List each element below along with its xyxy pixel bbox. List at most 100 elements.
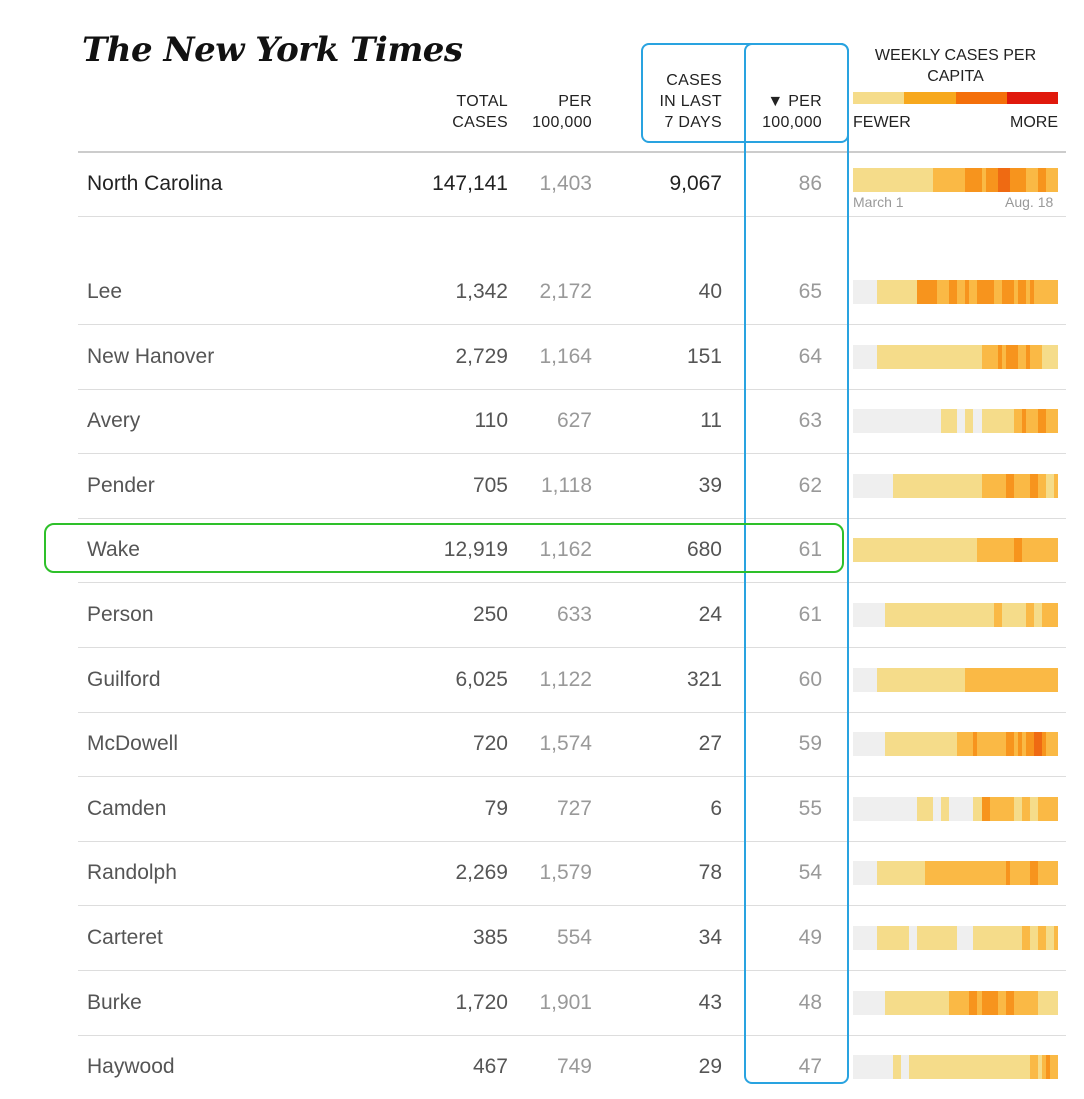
sparkline-week [977,474,982,498]
sparkline-week [881,926,886,950]
sparkline-week [957,603,962,627]
table-row[interactable]: Burke 1,720 1,901 43 48 [78,971,1066,1035]
row-divider [78,776,1066,777]
nyt-logo: The New York Times [82,30,463,70]
sparkline-week [973,409,978,433]
sparkline-week [985,538,990,562]
sparkline-week [1025,991,1030,1015]
sparkline-week [1041,1055,1046,1079]
header-per-100k-7-days-sorted[interactable]: ▼ PER 100,000 [762,93,822,131]
sparkline-week [901,168,906,192]
sparkline-week [965,409,970,433]
sparkline-week [1025,732,1030,756]
header-cases-last-7-days[interactable]: CASES IN LAST 7 DAYS [659,72,722,131]
sparkline-week [1049,603,1054,627]
sparkline-week [985,474,990,498]
sparkline-week [885,1055,890,1079]
sparkline-week [933,668,938,692]
sparkline-week [869,280,874,304]
sparkline-week [857,861,862,885]
table-row[interactable]: Haywood 467 749 29 47 [78,1035,1066,1099]
sparkline-week [905,409,910,433]
sparkline-week [1053,732,1058,756]
sparkline-week [977,168,982,192]
sparkline-week [961,168,966,192]
sparkline-week [917,280,922,304]
table-row[interactable]: Randolph 2,269 1,579 78 54 [78,841,1066,905]
table-row[interactable]: Guilford 6,025 1,122 321 60 [78,648,1066,712]
county-per-100k-7: 49 [798,926,822,949]
sparkline-week [981,409,986,433]
sparkline-week [909,797,914,821]
sparkline-week [861,168,866,192]
sparkline-week [1037,168,1042,192]
table-row[interactable]: Camden 79 727 6 55 [78,777,1066,841]
sparkline-week [933,797,938,821]
legend-color-scale [853,92,1058,104]
sparkline-week [973,668,978,692]
table-row[interactable]: Pender 705 1,118 39 62 [78,454,1066,518]
table-row[interactable]: Wake 12,919 1,162 680 61 [78,518,1066,582]
sparkline-week [973,991,978,1015]
county-per-100k: 1,579 [539,861,592,884]
table-row[interactable]: Carteret 385 554 34 49 [78,906,1066,970]
sparkline-week [925,474,930,498]
sparkline-week [937,991,942,1015]
sparkline-week [885,345,890,369]
county-per-100k: 554 [556,926,592,949]
sparkline-week [857,474,862,498]
sparkline-week [897,168,902,192]
row-divider [78,712,1066,713]
county-cases-last-7: 321 [686,668,722,691]
county-name: Haywood [87,1055,175,1078]
table-row[interactable]: Avery 110 627 11 63 [78,389,1066,453]
sparkline-week [981,797,986,821]
sparkline-week [921,280,926,304]
sparkline-week [981,732,986,756]
legend-title: WEEKLY CASES PER CAPITA [874,47,1037,85]
sparkline-week [925,538,930,562]
table-row[interactable]: McDowell 720 1,574 27 59 [78,712,1066,776]
legend-fewer-label: FEWER [853,114,911,131]
table-row[interactable]: Lee 1,342 2,172 40 65 [78,260,1066,324]
header-per-100k[interactable]: PER 100,000 [532,93,592,131]
sparkline-week [1009,797,1014,821]
sparkline-week [1037,991,1042,1015]
sparkline-week [873,926,878,950]
county-per-100k: 1,162 [539,538,592,561]
header-total-cases[interactable]: TOTAL CASES [452,93,508,131]
sparkline-week [989,474,994,498]
sparkline-week [977,797,982,821]
sparkline-week [1045,168,1050,192]
sparkline-week [997,668,1002,692]
sparkline-week [1029,280,1034,304]
sparkline-week [1009,603,1014,627]
sparkline-week [1037,603,1042,627]
sparkline-week [989,991,994,1015]
sparkline-week [873,168,878,192]
sparkline-week [989,797,994,821]
sparkline-week [881,668,886,692]
sparkline-week [901,668,906,692]
county-name: McDowell [87,732,179,755]
state-row[interactable]: North Carolina 147,141 1,403 9,067 86 [78,152,1066,216]
county-per-100k: 1,574 [539,732,592,755]
sparkline-week [1001,345,1006,369]
sparkline-week [993,409,998,433]
sparkline-week [1037,926,1042,950]
sparkline-week [885,861,890,885]
sparkline-week [857,409,862,433]
sparkline-week [877,991,882,1015]
sparkline-week [921,603,926,627]
county-name: Avery [87,409,141,432]
table-row[interactable]: Person 250 633 24 61 [78,583,1066,647]
table-row[interactable]: New Hanover 2,729 1,164 151 64 [78,325,1066,389]
county-per-100k-7: 48 [798,991,822,1014]
sparkline-week [961,991,966,1015]
sparkline-week [1001,926,1006,950]
sparkline-week [889,668,894,692]
sparkline-week [953,797,958,821]
sparkline-week [877,1055,882,1079]
sparkline-week [1045,926,1050,950]
state-sparkline [853,168,1058,192]
